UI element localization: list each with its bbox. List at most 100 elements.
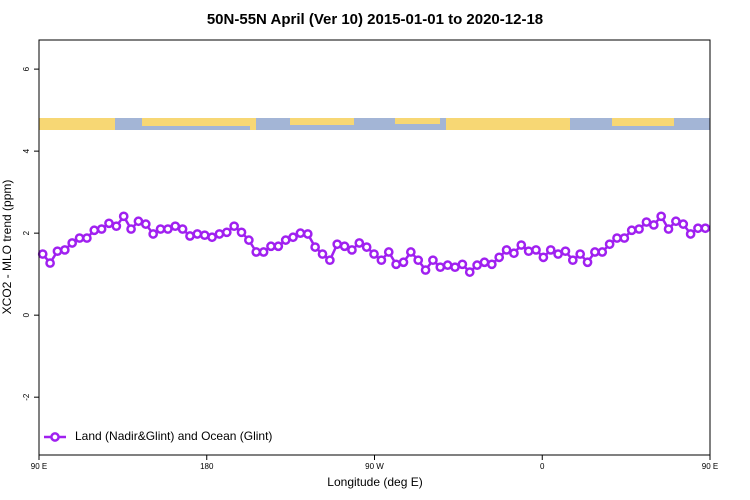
land-ocean-strip [39,118,710,130]
data-point [317,249,328,259]
data-point [369,249,379,259]
y-tick-label: -2 [22,393,31,401]
data-point [96,224,107,234]
data-point [229,221,239,232]
x-tick-label: 90 W [365,462,384,471]
y-tick-label: 2 [22,230,31,235]
data-point [288,232,298,243]
data-point [420,265,431,275]
data-point [302,229,313,239]
data-point [604,239,615,250]
legend-marker [50,432,60,442]
data-point [442,260,453,270]
data-point [126,224,136,234]
data-point [177,224,188,234]
data-point [163,224,173,234]
data-point [457,259,468,270]
plot-frame [38,39,711,456]
y-axis-label: XCO2 - MLO trend (ppm) [0,180,14,315]
data-point [486,259,497,270]
data-point [597,247,608,257]
data-point [221,227,232,238]
data-point [148,229,159,239]
chart-title: 50N-55N April (Ver 10) 2015-01-01 to 202… [207,11,543,28]
x-axis-label: Longitude (deg E) [327,475,422,489]
data-point [398,257,409,268]
data-point [413,255,424,266]
data-point [310,242,320,252]
legend-label: Land (Nadir&Glint) and Ocean (Glint) [75,429,272,443]
data-point [89,225,100,236]
data-point [531,245,541,255]
data-point [104,218,114,229]
x-tick-label: 90 E [702,462,718,471]
data-point [516,240,527,250]
data-point [435,262,446,273]
data-point [295,228,306,238]
data-point [685,229,696,239]
data-point [185,231,195,241]
data-point [450,262,460,273]
data-point [111,221,122,232]
x-tick-label: 180 [200,462,214,471]
data-point [560,246,571,257]
data-point [641,217,652,227]
data-point [37,249,48,259]
data-point [575,249,586,259]
y-tick-label: 6 [22,66,31,71]
y-tick-label: 0 [22,312,31,317]
data-point [383,247,394,257]
data-point [391,259,401,270]
y-tick-label: 4 [22,148,31,153]
data-point [332,239,343,250]
data-point [509,248,519,259]
data-point [133,216,144,227]
data-point [626,225,637,236]
data-point [67,238,78,248]
data-point [45,258,55,268]
data-point [244,235,254,245]
data-point [648,220,659,230]
data-point [214,229,225,239]
data-point [634,224,644,234]
data-point [273,241,284,252]
data-point [339,241,350,252]
x-tick-label: 0 [540,462,545,471]
data-point [140,219,151,229]
data-point [619,233,630,243]
data-point [199,230,210,241]
data-point [258,247,269,257]
data-point [170,221,181,232]
data-point [52,246,63,257]
data-point [582,257,593,268]
data-point [207,232,217,243]
data-point [501,245,512,255]
data-point [567,255,578,266]
data-point [479,257,490,268]
data-point [82,233,92,243]
data-point [663,224,674,234]
data-point [671,216,681,227]
data-point [472,260,482,270]
data-point [376,255,387,266]
x-tick-label: 90 E [31,462,47,471]
data-point [280,235,291,245]
data-point [428,255,438,266]
data-point [464,267,475,277]
data-point [325,255,335,266]
data-point [545,245,556,255]
data-point [361,242,372,252]
data-point [118,211,129,222]
data-point [354,238,365,248]
data-point [553,249,563,259]
data-point [678,219,689,229]
data-point [405,247,416,257]
data-point [192,229,203,239]
data-point [538,252,549,263]
data-point [59,245,70,255]
data-point [347,245,357,255]
data-point [523,246,534,257]
data-point [236,227,247,238]
data-point [700,223,711,234]
